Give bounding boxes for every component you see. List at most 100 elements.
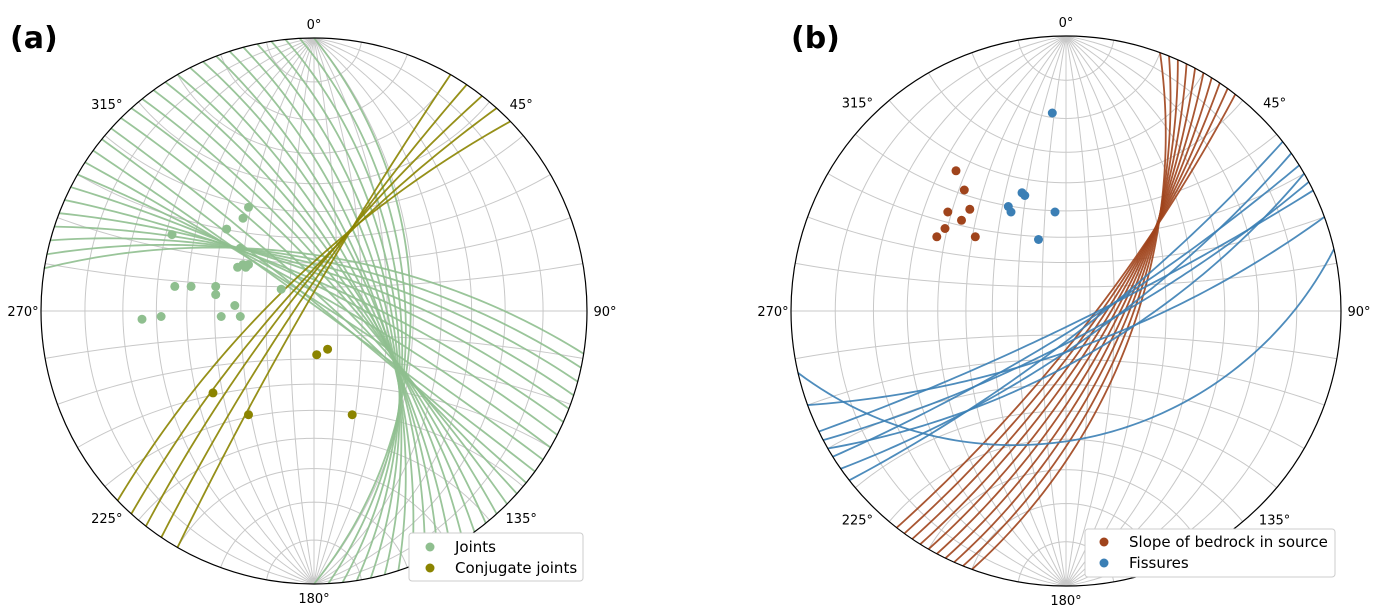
pole-point [276, 284, 286, 294]
pole-point [347, 410, 357, 420]
pole-point [1020, 191, 1030, 200]
direction-label: 90° [593, 305, 616, 320]
grid-parallel [220, 501, 408, 568]
direction-label: 0° [307, 18, 322, 33]
grid-parallel [266, 539, 362, 580]
grid-parallel [795, 334, 1337, 360]
panel-a-direction-labels: 0° 45° 90° 135° 180° 225° 270° 315° [7, 18, 616, 607]
direction-label: 135° [506, 512, 537, 527]
grid-parallel [928, 72, 1204, 153]
pole-point [1050, 207, 1060, 217]
plane-great-circle [176, 73, 452, 548]
grid-parallel [177, 74, 451, 154]
plane-great-circle [299, 37, 407, 585]
stereonet-panel-a: (a) 0° 45° 90° 135° 180° 225° 270° 315° Joints … [7, 18, 616, 607]
pole-point [244, 410, 253, 420]
plane-great-circle [911, 82, 1221, 540]
panel-b-primitive-circle [790, 35, 1342, 587]
grid-parallel [266, 42, 362, 83]
panel-b-poles [932, 108, 1060, 244]
plane-great-circle [130, 107, 498, 515]
plane-great-circle [116, 120, 511, 502]
plane-great-circle [92, 149, 536, 473]
grid-parallel [77, 174, 551, 239]
grid-parallel [827, 173, 1305, 238]
panel-a-planes [44, 37, 585, 585]
legend-marker-conjugate-joints [425, 563, 435, 573]
legend-label-joints: Joints [454, 538, 496, 556]
pole-point [1047, 108, 1057, 118]
plane-great-circle [848, 141, 1284, 482]
plane-great-circle [44, 246, 585, 355]
pole-point [216, 312, 226, 321]
direction-label: 180° [1050, 594, 1081, 609]
plane-great-circle [152, 89, 476, 533]
direction-label: 90° [1347, 305, 1370, 320]
grid-parallel [138, 101, 490, 185]
plane-great-circle [927, 72, 1205, 550]
grid-parallel [971, 52, 1161, 119]
plane-great-circle [284, 38, 404, 583]
direction-label: 270° [7, 305, 38, 320]
pole-point [186, 281, 196, 291]
panel-a-legend-box [408, 532, 584, 582]
legend-marker-joints [425, 542, 435, 552]
legend-label-slope-of-bedrock: Slope of bedrock in source [1129, 533, 1328, 551]
legend-label-fissures: Fissures [1129, 554, 1189, 572]
pole-point [137, 314, 147, 324]
pole-point [1034, 235, 1043, 244]
pole-point [170, 281, 180, 291]
grid-parallel [928, 469, 1204, 550]
direction-label: 225° [842, 514, 873, 529]
legend-label-conjugate-joints: Conjugate joints [455, 559, 577, 577]
grid-parallel [77, 383, 551, 448]
legend-marker-slope-of-bedrock [1099, 537, 1109, 547]
direction-label: 0° [1059, 16, 1074, 31]
plane-great-circle [313, 37, 412, 585]
stereonet-panel-b: (b) 0° 45° 90° 135° 180° 225° 270° 315° Slope o… [757, 16, 1370, 609]
plane-great-circle [827, 172, 1305, 450]
pole-point [940, 224, 950, 233]
pole-point [230, 301, 240, 310]
plane-great-circle [46, 243, 582, 369]
pole-point [211, 281, 221, 291]
direction-label: 45° [1263, 96, 1286, 111]
plane-great-circle [160, 84, 468, 538]
direction-label: 135° [1259, 514, 1290, 529]
grid-parallel [888, 100, 1244, 184]
pole-point [951, 166, 961, 176]
pole-point [244, 202, 253, 212]
plane-great-circle [936, 68, 1196, 555]
plane-great-circle [120, 117, 508, 505]
panel-b-direction-labels: 0° 45° 90° 135° 180° 225° 270° 315° [757, 16, 1370, 609]
direction-label: 45° [510, 98, 533, 113]
grid-parallel [104, 409, 524, 487]
plane-great-circle [77, 173, 551, 449]
panel-b-grid [791, 35, 1341, 587]
panel-b-label: (b) [791, 21, 840, 56]
pole-point [1006, 207, 1016, 217]
pole-point [235, 312, 245, 321]
grid-parallel [57, 358, 571, 405]
plane-great-circle [919, 77, 1213, 545]
direction-label: 270° [757, 305, 788, 320]
panel-a-poles [137, 202, 357, 420]
pole-point [208, 388, 218, 398]
direction-label: 315° [842, 96, 873, 111]
grid-parallel [45, 263, 583, 288]
grid-parallel [855, 133, 1277, 212]
pole-point [957, 215, 966, 225]
plane-great-circle [50, 237, 579, 383]
legend-marker-fissures [1099, 558, 1109, 568]
plane-great-circle [141, 98, 487, 524]
pole-point [965, 204, 975, 214]
panel-a-grid [41, 37, 587, 585]
grid-parallel [888, 438, 1244, 522]
pole-point [156, 312, 166, 321]
plane-great-circle [84, 161, 544, 461]
direction-label: 225° [91, 512, 122, 527]
direction-label: 315° [91, 98, 122, 113]
pole-point [238, 213, 248, 223]
plane-great-circle [101, 138, 527, 484]
plane-great-circle [145, 95, 483, 527]
